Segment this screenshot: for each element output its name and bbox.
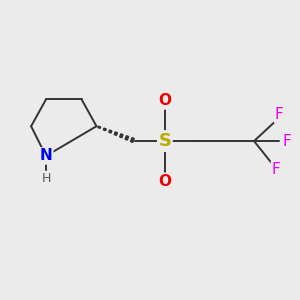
Text: F: F — [282, 134, 291, 148]
Text: S: S — [158, 132, 171, 150]
Polygon shape — [98, 126, 100, 128]
Text: F: F — [275, 107, 284, 122]
Polygon shape — [114, 132, 117, 135]
Polygon shape — [130, 138, 134, 142]
Polygon shape — [120, 134, 123, 138]
Polygon shape — [103, 128, 106, 131]
Text: F: F — [272, 162, 281, 177]
Text: O: O — [158, 174, 171, 189]
Text: O: O — [158, 94, 171, 109]
Polygon shape — [109, 130, 112, 133]
Text: H: H — [41, 172, 51, 185]
Text: N: N — [40, 148, 52, 164]
Polygon shape — [125, 136, 129, 140]
